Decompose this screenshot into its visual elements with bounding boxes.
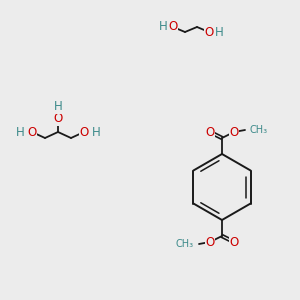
Text: H: H bbox=[92, 125, 100, 139]
Text: O: O bbox=[230, 125, 238, 139]
Text: O: O bbox=[206, 236, 214, 248]
Text: O: O bbox=[80, 125, 88, 139]
Text: H: H bbox=[214, 26, 224, 38]
Text: CH₃: CH₃ bbox=[250, 125, 268, 135]
Text: O: O bbox=[27, 125, 37, 139]
Text: H: H bbox=[54, 100, 62, 113]
Text: O: O bbox=[53, 112, 63, 125]
Text: H: H bbox=[159, 20, 167, 34]
Text: O: O bbox=[206, 125, 214, 139]
Text: O: O bbox=[204, 26, 214, 38]
Text: CH₃: CH₃ bbox=[176, 239, 194, 249]
Text: H: H bbox=[16, 125, 24, 139]
Text: O: O bbox=[168, 20, 178, 34]
Text: O: O bbox=[230, 236, 238, 248]
